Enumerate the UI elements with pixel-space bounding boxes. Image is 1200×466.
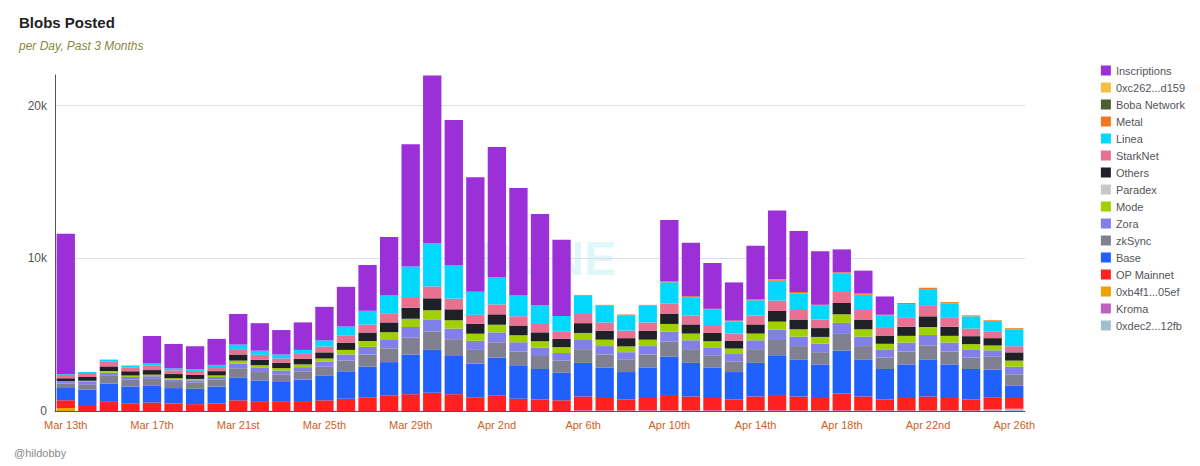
svg-text:Others: Others [1116,167,1150,179]
svg-text:Apr 14th: Apr 14th [735,419,777,431]
svg-text:Mar 21st: Mar 21st [217,419,260,431]
svg-text:StarkNet: StarkNet [1116,150,1159,162]
svg-text:Apr 10th: Apr 10th [649,419,691,431]
svg-text:Inscriptions: Inscriptions [1116,65,1172,77]
svg-text:@hildobby: @hildobby [14,447,67,459]
svg-text:Paradex: Paradex [1116,184,1157,196]
svg-text:0xc262...d159: 0xc262...d159 [1116,82,1185,94]
svg-text:Apr 2nd: Apr 2nd [478,419,517,431]
svg-text:0xdec2...12fb: 0xdec2...12fb [1116,320,1182,332]
svg-text:Apr 18th: Apr 18th [821,419,863,431]
svg-text:zkSync: zkSync [1116,235,1152,247]
svg-text:Boba Network: Boba Network [1116,99,1186,111]
svg-text:Linea: Linea [1116,133,1144,145]
svg-text:OP Mainnet: OP Mainnet [1116,269,1174,281]
svg-text:Zora: Zora [1116,218,1140,230]
svg-text:0: 0 [40,404,47,418]
svg-text:20k: 20k [28,99,48,113]
svg-text:10k: 10k [28,251,48,265]
svg-text:Mar 29th: Mar 29th [389,419,432,431]
svg-text:Mode: Mode [1116,201,1144,213]
svg-text:0xb4f1...05ef: 0xb4f1...05ef [1116,286,1181,298]
svg-text:Apr 6th: Apr 6th [565,419,600,431]
svg-text:Apr 26th: Apr 26th [993,419,1035,431]
svg-text:Base: Base [1116,252,1141,264]
svg-text:Metal: Metal [1116,116,1143,128]
svg-text:Blobs Posted: Blobs Posted [19,14,115,31]
svg-text:Mar 25th: Mar 25th [303,419,346,431]
svg-text:Mar 17th: Mar 17th [130,419,173,431]
svg-text:Mar 13th: Mar 13th [44,419,87,431]
svg-text:Apr 22nd: Apr 22nd [906,419,951,431]
svg-text:Kroma: Kroma [1116,303,1149,315]
svg-text:per Day, Past 3 Months: per Day, Past 3 Months [18,39,144,53]
